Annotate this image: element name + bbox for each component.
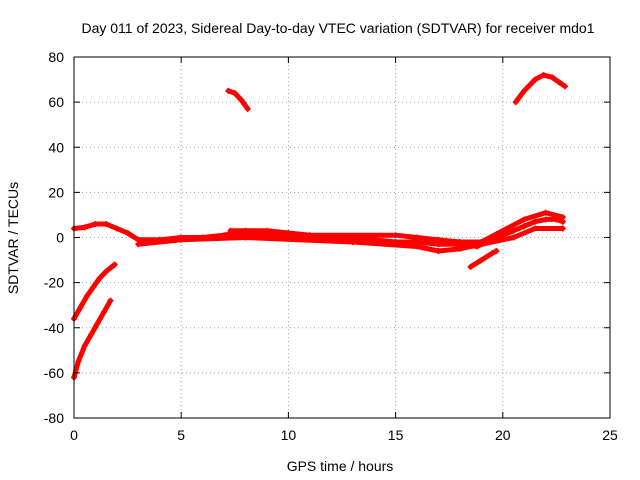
data-point [456, 239, 463, 246]
data-point [94, 320, 101, 327]
data-point [101, 308, 108, 315]
data-point [242, 234, 249, 241]
series-arc-peak-22h [513, 72, 568, 105]
data-point [103, 220, 110, 227]
data-point [456, 245, 463, 252]
data-point [555, 78, 562, 85]
data-point [231, 90, 238, 97]
x-tick-label: 5 [177, 427, 185, 443]
data-point [512, 99, 519, 106]
x-tick-label: 15 [388, 427, 404, 443]
x-tick-label: 25 [602, 427, 618, 443]
data-point [124, 229, 131, 236]
data-point [83, 293, 90, 300]
data-point [88, 331, 95, 338]
data-point [531, 218, 538, 225]
x-tick-label: 20 [495, 427, 511, 443]
x-tick-label: 0 [70, 427, 78, 443]
data-point [90, 284, 97, 291]
series-short-segment-19h [468, 248, 499, 270]
data-point [521, 223, 528, 230]
data-point [103, 268, 110, 275]
y-tick-label: -80 [44, 410, 64, 426]
data-point [561, 83, 568, 90]
data-point [540, 72, 547, 79]
data-point [549, 74, 556, 81]
data-point [81, 224, 88, 231]
data-point [225, 87, 232, 94]
data-point [92, 220, 99, 227]
y-tick-label: 0 [56, 230, 64, 246]
data-point [263, 227, 270, 234]
y-tick-label: 80 [48, 49, 64, 65]
data-point [510, 234, 517, 241]
chart-title: Day 011 of 2023, Sidereal Day-to-day VTE… [81, 20, 594, 36]
data-point [242, 227, 249, 234]
data-point [499, 227, 506, 234]
data-point [81, 342, 88, 349]
series-band-lower-spread [135, 226, 566, 254]
data-point [285, 229, 292, 236]
data-point [435, 236, 442, 243]
data-point [238, 96, 245, 103]
data-point [349, 239, 356, 246]
data-point [521, 216, 528, 223]
data-point [111, 261, 118, 268]
y-tick-label: -60 [44, 365, 64, 381]
data-point [107, 297, 114, 304]
data-point [489, 250, 496, 257]
x-axis-label: GPS time / hours [287, 458, 394, 474]
data-point [493, 248, 500, 255]
axis-ticks: 0 5 10 15 20 25 -80 -60 -40 -20 0 20 40 60 80 [44, 49, 618, 443]
data-point [227, 227, 234, 234]
data-point [392, 232, 399, 239]
data-point [521, 87, 528, 94]
data-point [414, 243, 421, 250]
series-arc-peak-7h [225, 88, 251, 112]
data-point [77, 304, 84, 311]
data-point [559, 214, 566, 221]
data-point [467, 263, 474, 270]
data-point [435, 248, 442, 255]
y-tick-label: 20 [48, 184, 64, 200]
data-point [135, 241, 142, 248]
data-point [75, 358, 82, 365]
y-axis-label: SDTVAR / TECUs [5, 182, 21, 294]
data-point [96, 275, 103, 282]
data-point [559, 225, 566, 232]
data-point [478, 257, 485, 264]
data-point [542, 216, 549, 223]
y-tick-label: -20 [44, 275, 64, 291]
data-point [542, 209, 549, 216]
data-point [306, 232, 313, 239]
data-point [414, 234, 421, 241]
data-layer [71, 72, 568, 381]
data-point [510, 227, 517, 234]
series-arc-upper-left [71, 262, 118, 322]
series-band-upper-spread [228, 210, 566, 245]
data-point [531, 225, 538, 232]
data-point [531, 76, 538, 83]
y-tick-label: 40 [48, 139, 64, 155]
y-tick-label: 60 [48, 94, 64, 110]
data-point [113, 225, 120, 232]
x-tick-label: 10 [281, 427, 297, 443]
y-tick-label: -40 [44, 320, 64, 336]
data-point [244, 105, 251, 112]
data-point [178, 236, 185, 243]
